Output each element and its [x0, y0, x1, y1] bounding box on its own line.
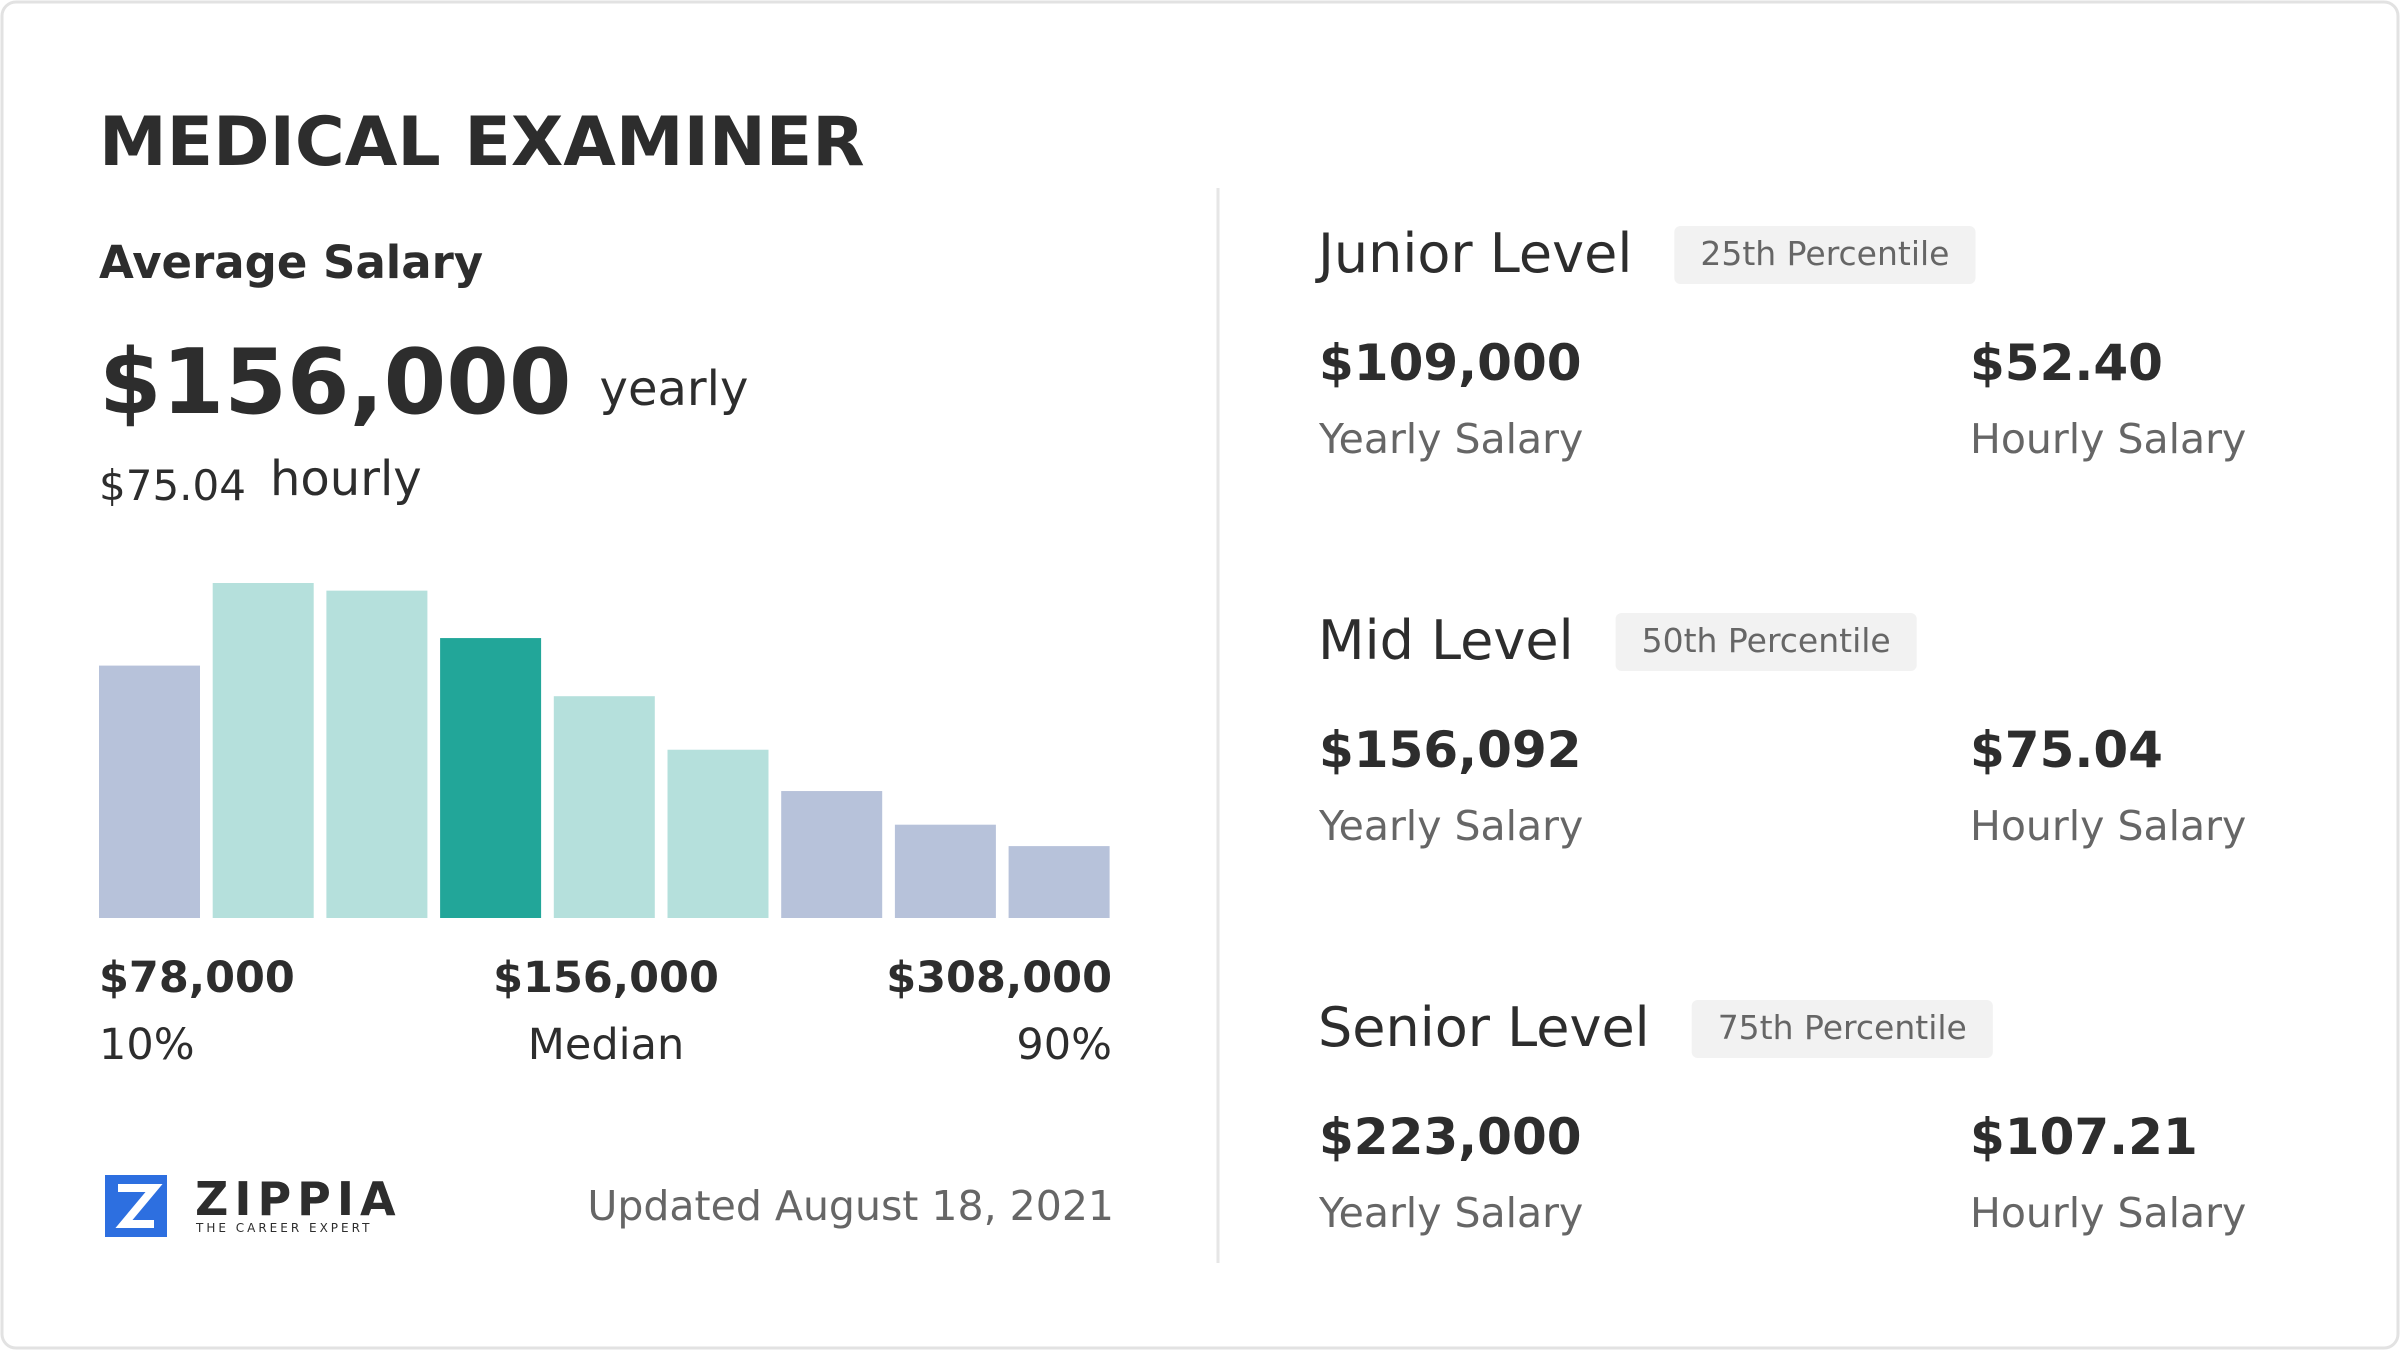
histogram-bar	[99, 665, 200, 918]
histogram-bar	[781, 791, 883, 918]
logo: ZIPPIA THE CAREER EXPERT	[105, 1172, 402, 1237]
histogram-bar	[894, 824, 996, 918]
histogram-bar	[212, 583, 314, 918]
hourly-label: Hourly Salary	[1970, 802, 2246, 850]
yearly-value: $156,092	[1319, 721, 1582, 779]
p90-caption: 90%	[1016, 1020, 1112, 1070]
p90-amount: $308,000	[886, 953, 1112, 1003]
yearly-label: Yearly Salary	[1318, 802, 1583, 850]
brand: ZIPPIA	[195, 1172, 402, 1226]
average-label: Average Salary	[99, 236, 483, 289]
title: MEDICAL EXAMINER	[99, 103, 865, 182]
yearly-label: Yearly Salary	[1318, 1189, 1583, 1237]
hourly-label: Hourly Salary	[1970, 415, 2246, 463]
percentile-badge	[1691, 1000, 1993, 1058]
median-caption: Median	[528, 1020, 684, 1070]
hourly-label: Hourly Salary	[1970, 1189, 2246, 1237]
yearly-value: $109,000	[1319, 334, 1582, 392]
percentile-label: 75th Percentile	[1718, 1008, 1967, 1047]
updated: Updated August 18, 2021	[587, 1182, 1114, 1230]
percentile-label: 50th Percentile	[1642, 621, 1891, 660]
tagline: THE CAREER EXPERT	[195, 1221, 372, 1235]
percentile-label: 25th Percentile	[1700, 234, 1949, 273]
histogram-bar	[440, 638, 542, 918]
percentile-badge	[1674, 226, 1976, 284]
average-hourly: $75.04	[99, 461, 246, 510]
levels: Junior Level 25th Percentile $109,000 Yearl…	[1315, 222, 2246, 1237]
average-yearly: $156,000	[99, 330, 572, 435]
hourly-value: $52.40	[1970, 334, 2163, 392]
yearly-value: $223,000	[1319, 1108, 1582, 1166]
level-name: Senior Level	[1318, 996, 1650, 1059]
level-name: Mid Level	[1318, 609, 1574, 672]
median-amount: $156,000	[493, 953, 719, 1003]
histogram-bar	[326, 590, 428, 918]
histogram-bar	[553, 696, 655, 918]
average-yearly-unit: yearly	[600, 361, 749, 417]
histogram-bar	[667, 749, 769, 918]
p10-caption: 10%	[99, 1020, 195, 1070]
average-hourly-unit: hourly	[270, 451, 422, 507]
yearly-label: Yearly Salary	[1318, 415, 1583, 463]
histogram-bar	[1008, 846, 1110, 918]
hourly-value: $75.04	[1970, 721, 2163, 779]
level-name: Junior Level	[1315, 222, 1632, 285]
histogram	[99, 583, 1110, 918]
percentile-badge	[1615, 613, 1917, 671]
p10-amount: $78,000	[99, 953, 295, 1003]
hourly-value: $107.21	[1970, 1108, 2198, 1166]
